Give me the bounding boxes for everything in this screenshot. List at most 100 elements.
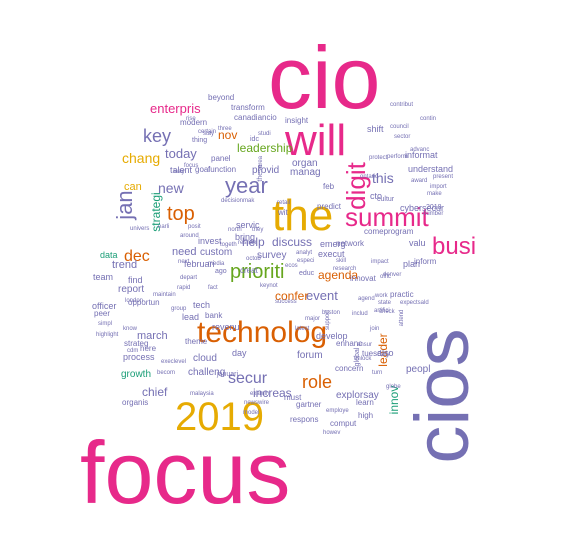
- cloud-word: peopl: [406, 364, 430, 375]
- cloud-word: certain: [198, 129, 216, 135]
- cloud-word: state: [378, 300, 392, 306]
- cloud-word: contin: [420, 116, 436, 122]
- cloud-word: feb: [323, 182, 335, 191]
- cloud-word: ago: [215, 268, 227, 275]
- cloud-word: bring: [235, 232, 255, 242]
- cloud-word: high: [358, 411, 373, 420]
- cloud-word: octob: [246, 256, 261, 262]
- cloud-word: execut: [318, 249, 345, 259]
- cloud-word: practic: [390, 290, 414, 299]
- cloud-word: wit: [277, 208, 289, 217]
- cloud-word: north: [228, 227, 242, 233]
- cloud-word: fact: [208, 285, 218, 291]
- cloud-word: jan: [112, 190, 137, 220]
- cloud-word: studi: [258, 131, 271, 137]
- cloud-word: march: [137, 330, 168, 342]
- cloud-word: employe: [326, 408, 349, 414]
- cloud-word: check: [379, 309, 396, 315]
- cloud-word: concern: [335, 364, 363, 373]
- cloud-word: theme: [185, 337, 208, 346]
- cloud-word: reshap: [238, 240, 257, 246]
- cloud-word: they: [252, 227, 263, 233]
- cloud-word: manag: [290, 167, 321, 178]
- cloud-word: success: [275, 299, 297, 305]
- cloud-word: rapid: [177, 285, 190, 291]
- cloud-word: summit: [345, 202, 430, 232]
- cloud-word: boston: [322, 310, 340, 316]
- cloud-word: creat: [240, 266, 259, 275]
- cloud-word: here: [140, 344, 157, 353]
- cloud-word: shift: [367, 124, 384, 134]
- cloud-word: includ: [352, 311, 368, 317]
- cloud-word: ontario: [360, 174, 379, 180]
- cloud-word: lead: [182, 312, 199, 322]
- cloud-word: goal: [195, 165, 210, 174]
- cloud-word: keynot: [260, 283, 278, 289]
- cloud-word: attend: [399, 310, 405, 327]
- cloud-word: must: [284, 393, 302, 402]
- cloud-word: chief: [142, 385, 168, 399]
- cloud-word: innov: [387, 386, 401, 415]
- cloud-word: prioriti: [230, 261, 284, 283]
- cloud-word: februari: [184, 259, 215, 269]
- cloud-word: these: [257, 164, 264, 181]
- cloud-word: respons: [290, 415, 318, 424]
- cloud-word: technolog: [197, 316, 327, 349]
- cloud-word: transform: [231, 103, 265, 112]
- cloud-word: idc: [250, 136, 259, 143]
- cloud-word: predict: [317, 202, 342, 211]
- cloud-word: nov: [218, 128, 237, 142]
- cloud-word: analyt: [296, 250, 312, 256]
- cloud-word: ecos: [285, 263, 298, 269]
- cloud-word: increas: [253, 386, 292, 400]
- cloud-word: function: [208, 165, 236, 174]
- cloud-word: also: [377, 348, 394, 358]
- cloud-word: 2018: [426, 204, 442, 211]
- cloud-word: leader: [376, 333, 390, 366]
- cloud-word: gartner: [296, 400, 322, 409]
- cloud-word: day: [232, 348, 247, 358]
- cloud-word: learn: [356, 398, 374, 407]
- cloud-word: earli: [158, 224, 169, 230]
- cloud-word: process: [123, 352, 155, 362]
- cloud-word: talent: [170, 165, 193, 175]
- cloud-word: role: [302, 372, 332, 392]
- cloud-word: malaysia: [190, 391, 214, 397]
- cloud-word: emerg: [320, 239, 346, 249]
- cloud-word: turn: [372, 370, 382, 376]
- cloud-word: organis: [122, 398, 148, 407]
- cloud-word: sector: [394, 134, 410, 140]
- cloud-word: dec: [124, 248, 150, 265]
- cloud-word: explorsay: [336, 390, 379, 401]
- cloud-word: comeprogram: [364, 227, 414, 236]
- cloud-word: join: [369, 326, 379, 332]
- cloud-word: execlevel: [161, 359, 186, 365]
- cloud-word: forum: [297, 350, 323, 361]
- cloud-word: model: [243, 410, 259, 416]
- cloud-word: revenu: [212, 322, 240, 332]
- cloud-word: make: [427, 191, 442, 197]
- cloud-word: cio: [268, 28, 381, 127]
- cloud-word: agend: [358, 296, 375, 302]
- cloud-word: network: [336, 239, 365, 248]
- cloud-word: peer: [94, 309, 110, 318]
- cloud-word: research: [333, 266, 356, 272]
- cloud-word: cdm: [127, 348, 138, 354]
- cloud-word: informat: [405, 150, 438, 160]
- cloud-word: focus: [80, 423, 290, 522]
- cloud-word: new: [158, 180, 185, 196]
- cloud-word: provid: [252, 165, 279, 176]
- cloud-word: tech: [193, 300, 210, 310]
- cloud-word: group: [171, 306, 187, 312]
- cloud-word: impact: [371, 259, 389, 265]
- cloud-word: support: [325, 310, 331, 330]
- cloud-word: opportun: [128, 298, 160, 307]
- cloud-word: panel: [211, 154, 231, 163]
- cloud-word: digit: [341, 161, 371, 209]
- cloud-word: 2019: [175, 395, 264, 439]
- cloud-word: area: [258, 155, 264, 168]
- cloud-word: work: [374, 293, 389, 299]
- cloud-word: way: [173, 169, 185, 175]
- cloud-word: cto: [370, 191, 382, 201]
